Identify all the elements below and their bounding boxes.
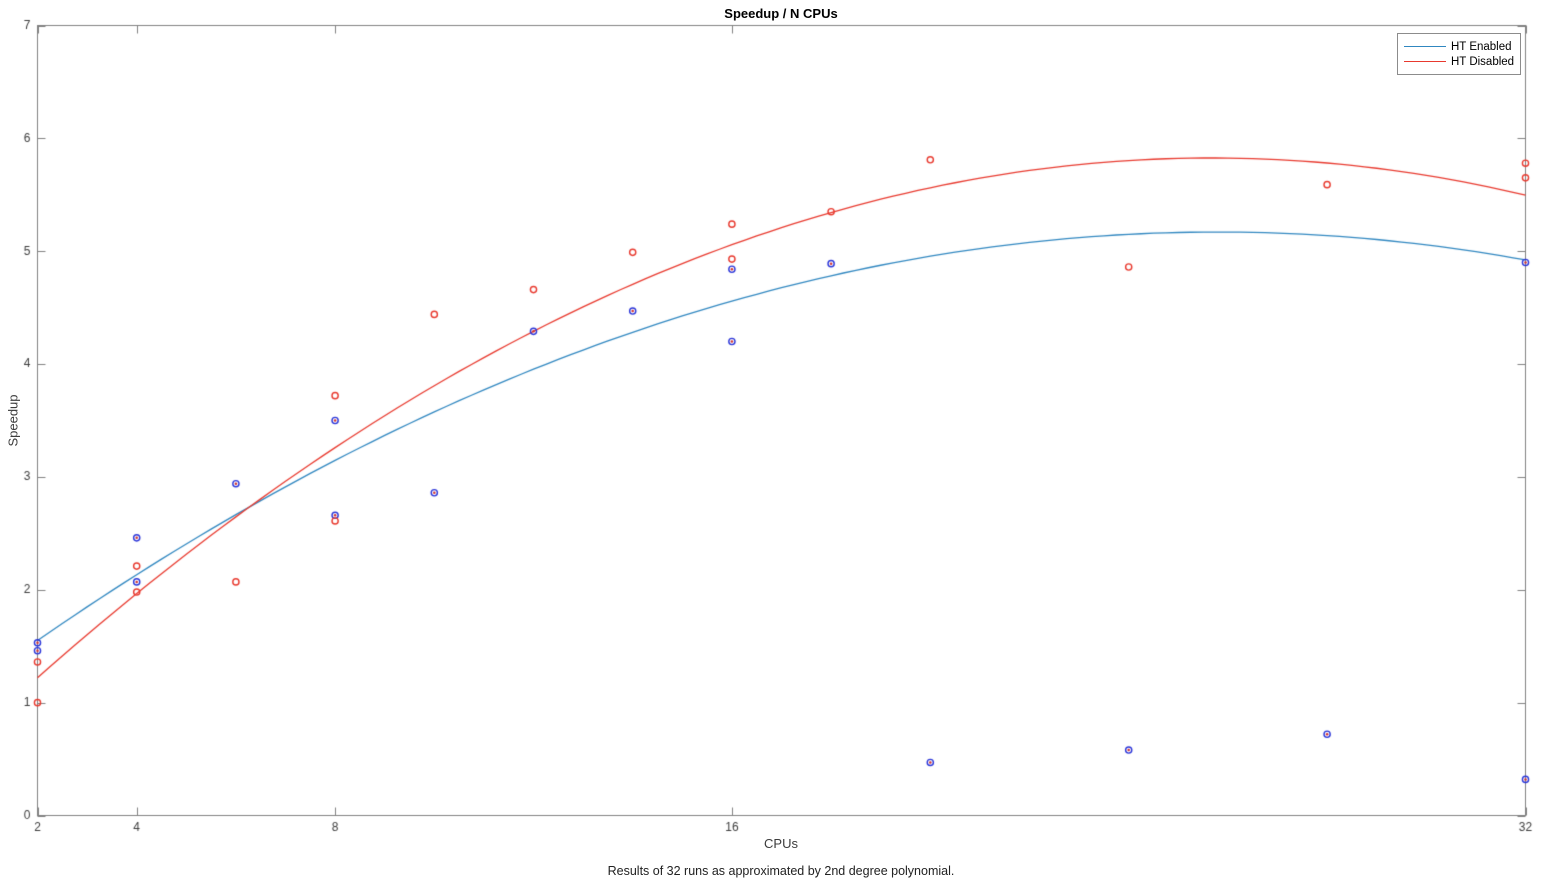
legend-line-swatch-ht-enabled [1404,46,1446,47]
legend-item-ht-disabled: HT Disabled [1404,54,1514,69]
chart-title: Speedup / N CPUs [724,6,838,21]
legend: HT Enabled HT Disabled [1397,33,1521,75]
legend-label-ht-enabled: HT Enabled [1451,40,1512,53]
chart-caption: Results of 32 runs as approximated by 2n… [607,864,955,878]
legend-line-swatch-ht-disabled [1404,61,1446,62]
legend-label-ht-disabled: HT Disabled [1451,55,1515,68]
legend-item-ht-enabled: HT Enabled [1404,39,1514,54]
y-axis-label: Speedup [5,394,21,447]
x-axis-label: CPUs [764,836,798,851]
